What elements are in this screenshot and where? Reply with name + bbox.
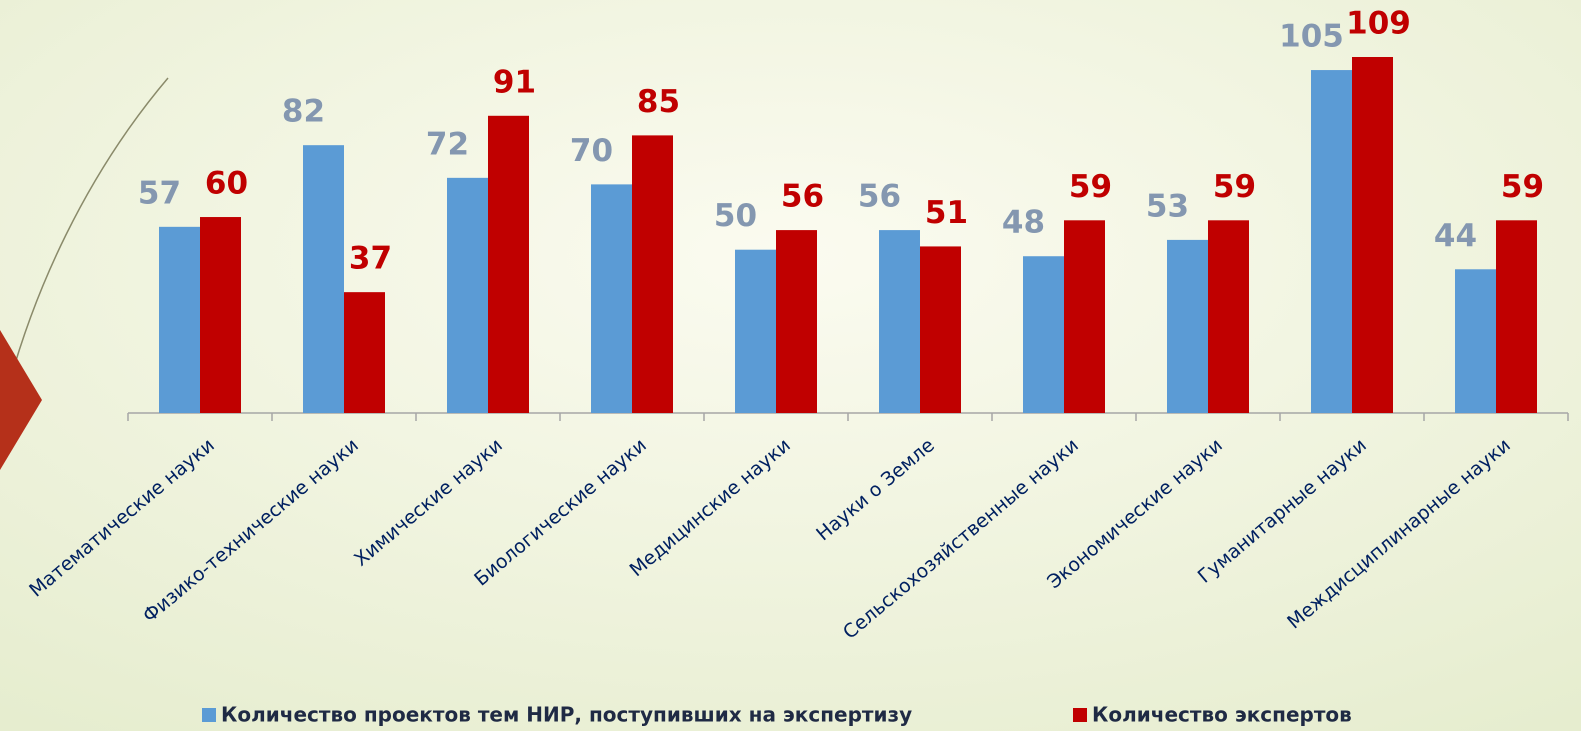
bar	[632, 135, 673, 413]
bar	[591, 184, 632, 413]
bar	[344, 292, 385, 413]
value-label: 59	[1213, 169, 1256, 205]
value-label: 60	[205, 166, 248, 202]
value-label: 50	[714, 198, 757, 234]
value-label: 85	[637, 84, 680, 120]
bar	[159, 227, 200, 413]
bar	[1208, 220, 1249, 413]
chart: 5760Математические науки8237Физико-техни…	[0, 0, 1581, 731]
value-label: 53	[1146, 188, 1189, 224]
value-label: 91	[493, 64, 536, 100]
value-label: 109	[1346, 6, 1411, 42]
bar	[1311, 70, 1352, 413]
bar	[1023, 256, 1064, 413]
bar	[920, 246, 961, 413]
value-label: 48	[1002, 205, 1045, 241]
value-label: 37	[349, 241, 392, 277]
value-label: 57	[138, 175, 181, 211]
value-label: 72	[426, 126, 469, 162]
bar	[1064, 220, 1105, 413]
value-label: 59	[1501, 169, 1544, 205]
bar	[447, 178, 488, 413]
bar	[488, 116, 529, 413]
bar	[303, 145, 344, 413]
bar	[735, 250, 776, 413]
legend-swatch	[202, 708, 216, 722]
bar	[200, 217, 241, 413]
value-label: 56	[858, 179, 901, 215]
value-label: 44	[1434, 218, 1477, 254]
bar	[879, 230, 920, 413]
bar	[1167, 240, 1208, 413]
value-label: 51	[925, 195, 968, 231]
value-label: 82	[282, 94, 325, 130]
value-label: 70	[570, 133, 613, 169]
bar	[776, 230, 817, 413]
bar	[1352, 57, 1393, 413]
value-label: 56	[781, 179, 824, 215]
legend-label: Количество экспертов	[1092, 703, 1352, 727]
legend-label: Количество проектов тем НИР, поступивших…	[221, 703, 912, 727]
bar	[1455, 269, 1496, 413]
legend-swatch	[1073, 708, 1087, 722]
bar	[1496, 220, 1537, 413]
value-label: 59	[1069, 169, 1112, 205]
value-label: 105	[1279, 19, 1344, 55]
